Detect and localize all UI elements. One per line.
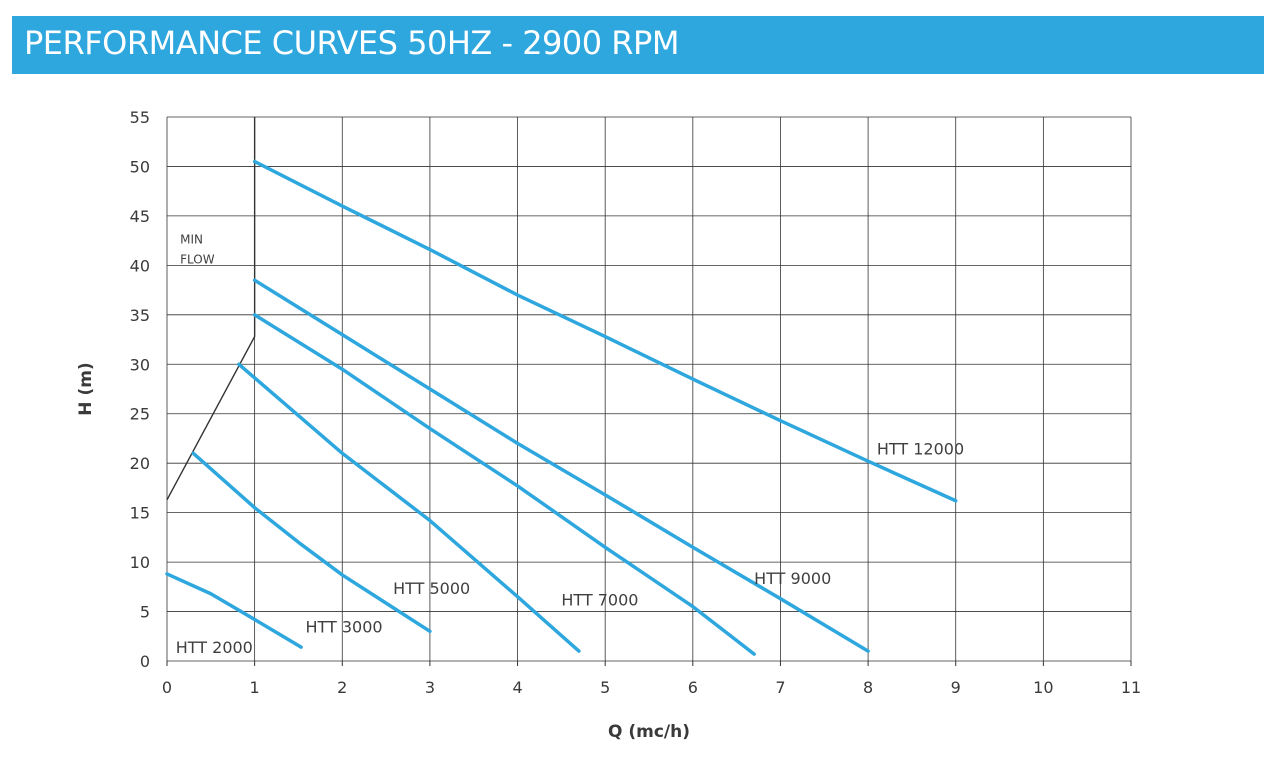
y-tick-label: 55 — [130, 108, 150, 127]
min-flow-line — [166, 117, 256, 501]
series-label-2: HTT 5000 — [393, 579, 470, 598]
min-flow-label: MIN — [180, 233, 203, 247]
y-tick-label: 15 — [130, 504, 150, 523]
y-tick-label: 25 — [130, 405, 150, 424]
y-tick-label: 30 — [130, 355, 150, 374]
y-tick-label: 5 — [140, 603, 150, 622]
y-tick-label: 50 — [130, 157, 150, 176]
series-line-1 — [191, 451, 432, 634]
y-tick-label: 10 — [130, 553, 150, 572]
x-tick-label: 0 — [162, 678, 172, 697]
x-tick-label: 5 — [600, 678, 610, 697]
series-line-0 — [165, 572, 303, 649]
label-group: HTT 2000 HTT 3000 HTT 5000 HTT 7000 HTT 9000… — [176, 439, 964, 657]
min-flow-group: MIN FLOW — [166, 117, 256, 501]
x-tick-label: 1 — [250, 678, 260, 697]
y-tick-label: 20 — [130, 454, 150, 473]
x-tick-label: 10 — [1033, 678, 1053, 697]
series-line-3 — [252, 313, 756, 656]
x-axis-title: Q (mc/h) — [608, 722, 690, 742]
series-label-4: HTT 9000 — [754, 569, 831, 588]
y-tick-label: 0 — [140, 652, 150, 671]
series-label-3: HTT 7000 — [561, 591, 638, 610]
series-line-2 — [237, 362, 581, 653]
y-tick-label: 35 — [130, 306, 150, 325]
x-tick-label: 3 — [425, 678, 435, 697]
series-label-1: HTT 3000 — [305, 617, 382, 636]
series-group — [165, 159, 958, 656]
x-tick-label: 6 — [688, 678, 698, 697]
x-tick-label: 4 — [512, 678, 522, 697]
y-tick-label: 45 — [130, 207, 150, 226]
series-line-4 — [252, 278, 870, 653]
series-label-0: HTT 2000 — [176, 638, 253, 657]
y-axis-title: H (m) — [76, 362, 96, 415]
x-tick-label: 9 — [951, 678, 961, 697]
min-flow-label: FLOW — [180, 253, 215, 267]
chart-grid — [166, 116, 1132, 666]
x-tick-label: 7 — [775, 678, 785, 697]
x-tick-label: 2 — [337, 678, 347, 697]
x-tick-label: 11 — [1121, 678, 1141, 697]
x-tick-label: 8 — [863, 678, 873, 697]
y-tick-label: 40 — [130, 256, 150, 275]
series-label-5: HTT 12000 — [877, 439, 964, 458]
page-title: PERFORMANCE CURVES 50HZ - 2900 RPM — [24, 24, 679, 62]
title-banner: PERFORMANCE CURVES 50HZ - 2900 RPM — [12, 16, 1264, 74]
series-line-5 — [252, 159, 958, 503]
